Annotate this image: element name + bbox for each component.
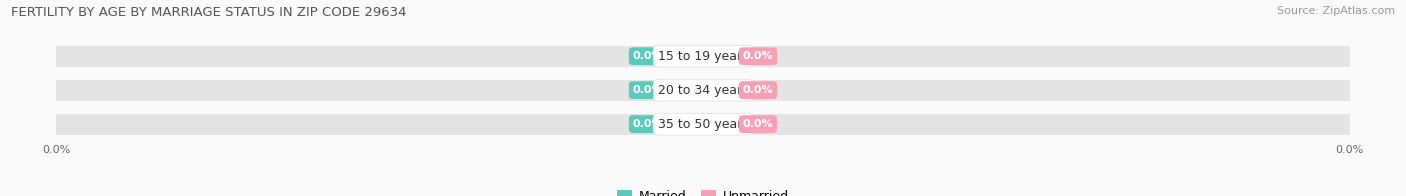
Bar [56,80,1350,101]
Text: 20 to 34 years: 20 to 34 years [658,84,748,97]
Text: Source: ZipAtlas.com: Source: ZipAtlas.com [1277,6,1395,16]
Text: 0.0%: 0.0% [742,119,773,129]
Bar [56,46,1350,67]
Bar [56,114,1350,135]
Text: 0.0%: 0.0% [742,85,773,95]
Text: 0.0%: 0.0% [742,51,773,61]
Text: 0.0%: 0.0% [633,85,664,95]
Legend: Married, Unmarried: Married, Unmarried [612,185,794,196]
Text: 15 to 19 years: 15 to 19 years [658,50,748,63]
Text: 0.0%: 0.0% [633,119,664,129]
Text: FERTILITY BY AGE BY MARRIAGE STATUS IN ZIP CODE 29634: FERTILITY BY AGE BY MARRIAGE STATUS IN Z… [11,6,406,19]
Text: 0.0%: 0.0% [633,51,664,61]
Text: 35 to 50 years: 35 to 50 years [658,118,748,131]
